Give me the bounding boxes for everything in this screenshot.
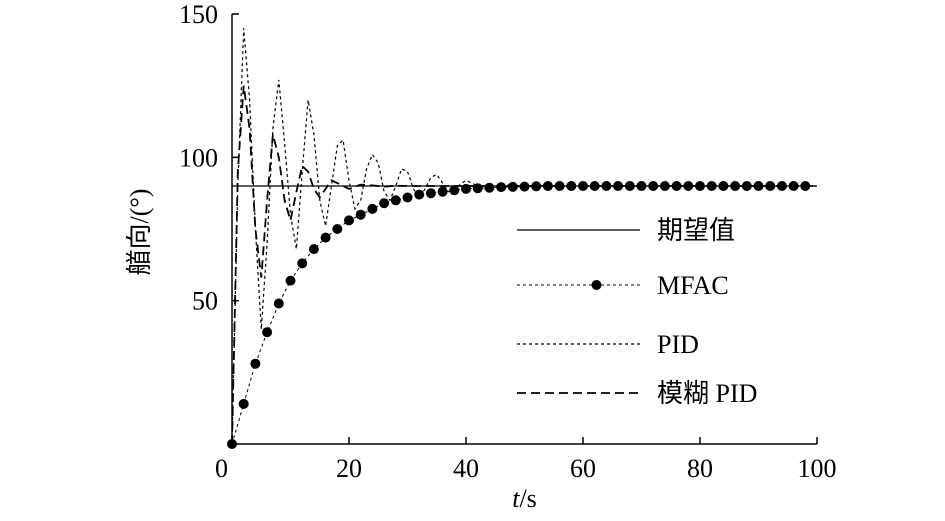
mfac-marker [320,232,331,243]
mfac-marker [285,275,296,286]
mfac-marker [379,198,390,209]
mfac-marker [344,215,354,226]
y-axis-title: 艏向/(°) [125,189,154,276]
legend-marker [591,280,602,290]
legend-label-3: 模糊 PID [657,379,757,408]
mfac-marker [425,188,436,199]
legend-label-2: PID [657,330,699,359]
mfac-marker [332,224,343,234]
mfac-marker [496,182,507,193]
mfac-marker [519,181,530,192]
x-axis-title-unit: /s [519,484,536,513]
mfac-marker [449,185,460,196]
x-tick-label: 60 [570,454,596,483]
mfac-marker [507,181,518,192]
y-tick-label: 100 [179,143,218,172]
series-group [227,28,817,449]
mfac-marker [250,358,261,369]
x-tick-label: 40 [453,454,479,483]
mfac-marker [390,195,401,206]
mfac-marker [355,209,366,220]
x-tick-label: 80 [687,454,713,483]
mfac-marker [402,192,413,203]
series-line-3 [231,85,817,445]
x-axis-title-variable: t [512,484,520,513]
x-tick-label: 100 [798,454,837,483]
mfac-marker [273,298,284,309]
mfac-marker [484,182,495,193]
mfac-marker [262,327,273,338]
x-axis-title: t/s [512,484,537,513]
legend: 期望值 MFAC PID 模糊 PID [517,216,757,408]
y-tick-label: 150 [179,0,218,29]
mfac-marker [297,258,308,269]
legend-label-0: 期望值 [657,216,735,245]
mfac-marker [437,186,448,197]
mfac-marker [238,398,249,409]
axes-group: 0 20 40 60 80 100 50 100 150 t/s 艏向/(°) [125,0,837,513]
mfac-marker [308,244,319,255]
mfac-marker [472,183,483,194]
x-tick-label: 0 [215,454,228,483]
mfac-marker [414,189,425,200]
legend-label-1: MFAC [657,271,729,300]
mfac-marker [367,203,378,214]
x-tick-label: 20 [336,454,362,483]
y-tick-label: 50 [192,287,218,316]
